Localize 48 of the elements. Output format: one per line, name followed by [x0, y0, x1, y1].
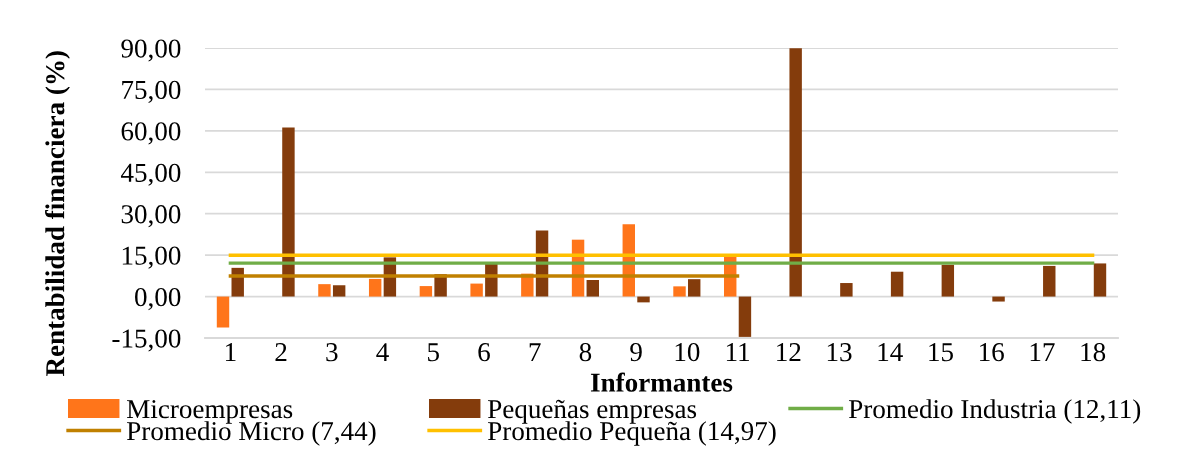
- x-tick-label: 16: [980, 343, 1004, 362]
- bar: [586, 280, 599, 297]
- x-tick-label: 15: [929, 343, 953, 362]
- bar: [216, 296, 230, 328]
- bar: [840, 283, 853, 297]
- x-tick-label: 8: [579, 342, 592, 362]
- bar: [318, 284, 331, 297]
- bar: [332, 285, 346, 297]
- x-tick-label: 14: [878, 343, 903, 361]
- x-axis-title: Informantes: [590, 372, 733, 392]
- bar: [1043, 265, 1056, 297]
- x-tick-label: 7: [529, 343, 541, 361]
- y-tick-label: 75,00: [122, 80, 181, 103]
- x-tick-label: 12: [777, 343, 801, 361]
- bar: [637, 296, 650, 303]
- y-axis-title: Rentabilidad financiera (%): [45, 51, 70, 377]
- x-tick-label: 3: [326, 343, 338, 362]
- x-tick-label: 2: [275, 343, 287, 361]
- bar: [282, 127, 295, 297]
- x-tick-label: 18: [1081, 342, 1106, 362]
- bar: [368, 278, 382, 297]
- y-tick-label: 15,00: [122, 246, 181, 269]
- legend-label: Promedio Industria (12,11): [849, 399, 1141, 424]
- x-tick-label: 6: [478, 343, 490, 362]
- bar: [673, 286, 686, 297]
- y-tick-label: 60,00: [121, 122, 181, 145]
- y-tick-label: 0,00: [135, 287, 181, 311]
- y-tick-label: 30,00: [121, 205, 181, 228]
- x-tick-label: 17: [1030, 343, 1055, 361]
- y-tick-label: 45,00: [120, 163, 181, 186]
- x-tick-label: 1: [225, 343, 236, 361]
- x-tick-label: 13: [827, 343, 852, 362]
- bar: [992, 296, 1005, 302]
- x-tick-label: 9: [630, 343, 642, 362]
- y-tick-label: -15,00: [112, 329, 181, 352]
- x-tick-label: 11: [726, 343, 749, 361]
- x-tick-label: 4: [376, 343, 389, 361]
- bar: [789, 48, 802, 297]
- x-tick-label: 10: [675, 342, 700, 362]
- bar: [419, 286, 433, 297]
- bar: [688, 279, 701, 297]
- bar: [890, 271, 904, 297]
- x-tick-label: 5: [428, 343, 439, 362]
- bar: [941, 264, 955, 297]
- bar: [738, 296, 752, 337]
- bar: [470, 283, 483, 297]
- y-tick-label: 90,00: [121, 39, 181, 62]
- bar: [1093, 263, 1107, 297]
